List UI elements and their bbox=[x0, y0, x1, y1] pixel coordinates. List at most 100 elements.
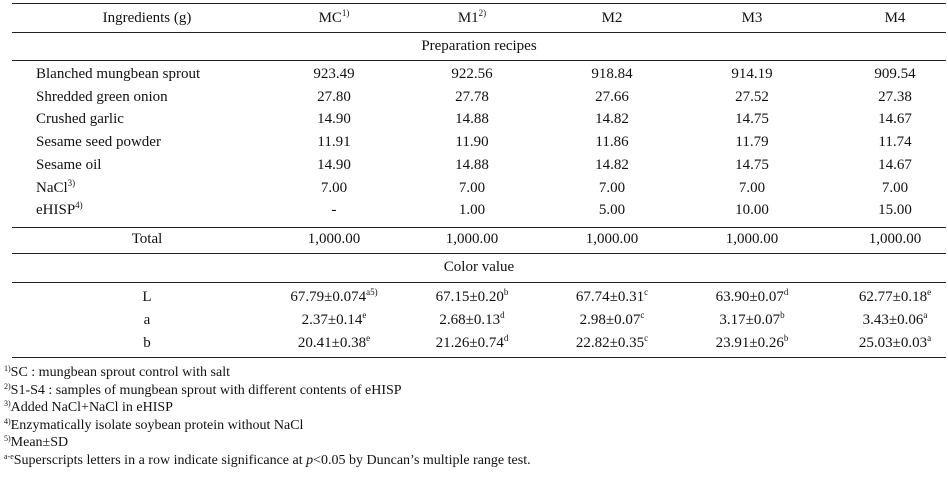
color-value: 21.26±0.74d bbox=[435, 333, 509, 352]
recipe-value: 27.80 bbox=[317, 88, 351, 105]
recipe-value: 27.66 bbox=[595, 88, 629, 105]
recipe-value: 14.88 bbox=[455, 111, 489, 128]
recipe-value: 10.00 bbox=[735, 202, 769, 219]
color-value: 2.98±0.07c bbox=[579, 310, 645, 329]
recipe-value: 5.00 bbox=[598, 202, 626, 219]
header-ingredients: Ingredients (g) bbox=[102, 10, 192, 26]
color-value: 25.03±0.03a bbox=[858, 333, 932, 352]
header-rule bbox=[12, 32, 946, 33]
bottom-rule bbox=[12, 357, 946, 358]
total-row: Total 1,000.00 1,000.00 1,000.00 1,000.0… bbox=[12, 228, 946, 250]
header-col-mc: MC1) bbox=[318, 8, 350, 27]
recipe-value: 14.90 bbox=[317, 111, 351, 128]
total-value: 1,000.00 bbox=[307, 231, 361, 247]
recipe-value: 14.82 bbox=[595, 111, 629, 128]
header-col-m2: M2 bbox=[601, 10, 623, 26]
section-color-value: Color value bbox=[443, 259, 515, 275]
ingredient-label: Crushed garlic bbox=[36, 111, 124, 128]
recipe-value: 923.49 bbox=[313, 66, 355, 82]
footnote: 5)Mean±SD bbox=[4, 434, 69, 451]
table-row: NaCl3) 7.00 7.00 7.00 7.00 7.00 bbox=[12, 177, 946, 199]
header-col-m1: M12) bbox=[457, 8, 487, 27]
recipe-value: 909.54 bbox=[874, 66, 916, 82]
recipe-value: 7.00 bbox=[458, 179, 486, 196]
total-value: 1,000.00 bbox=[868, 231, 922, 247]
color-value: 63.90±0.07d bbox=[715, 287, 789, 306]
total-value: 1,000.00 bbox=[445, 231, 499, 247]
table-row: Shredded green onion 27.80 27.78 27.66 27.52… bbox=[12, 86, 946, 108]
recipe-value: 11.74 bbox=[878, 134, 912, 151]
color-value: 23.91±0.26b bbox=[715, 333, 789, 352]
total-top-rule bbox=[12, 227, 946, 228]
recipe-value: 27.78 bbox=[455, 88, 489, 105]
footnotes: 1)SC : mungbean sprout control with salt… bbox=[4, 364, 934, 469]
table-row: L 67.79±0.074a5) 67.15±0.20b 67.74±0.31c 63.… bbox=[12, 286, 946, 308]
ingredient-label: Sesame oil bbox=[36, 156, 102, 173]
color-value: 62.77±0.18e bbox=[858, 287, 932, 306]
total-value: 1,000.00 bbox=[725, 231, 779, 247]
ingredient-label: Sesame seed powder bbox=[36, 134, 161, 151]
footnote: a-eSuperscripts letters in a row indicat… bbox=[4, 451, 531, 468]
recipe-value: 7.00 bbox=[881, 179, 909, 196]
color-top-rule bbox=[12, 253, 946, 254]
table-row: b 20.41±0.38e 21.26±0.74d 22.82±0.35c 23.91±… bbox=[12, 332, 946, 354]
color-label: a bbox=[143, 312, 151, 328]
total-label: Total bbox=[131, 231, 163, 247]
header-col-m3: M3 bbox=[741, 10, 763, 26]
recipe-value: 11.90 bbox=[455, 134, 489, 151]
footnote: 4)Enzymatically isolate soybean protein … bbox=[4, 416, 304, 433]
recipe-value: 27.38 bbox=[878, 88, 912, 105]
recipe-value: 11.91 bbox=[317, 134, 351, 151]
recipe-value: 7.00 bbox=[320, 179, 348, 196]
table-row: eHISP4) - 1.00 5.00 10.00 15.00 bbox=[12, 199, 946, 221]
recipe-value: - bbox=[331, 202, 337, 219]
recipe-value: 11.86 bbox=[595, 134, 629, 151]
table-row: Sesame seed powder 11.91 11.90 11.86 11.79 11… bbox=[12, 131, 946, 153]
footnote: 2)S1-S4 : samples of mungbean sprout wit… bbox=[4, 381, 402, 398]
footnote: 3)Added NaCl+NaCl in eHISP bbox=[4, 399, 173, 416]
recipe-value: 14.88 bbox=[455, 156, 489, 173]
recipe-value: 1.00 bbox=[458, 202, 486, 219]
recipe-value: 7.00 bbox=[738, 179, 766, 196]
section-preparation-recipes: Preparation recipes bbox=[421, 38, 537, 54]
recipe-value: 918.84 bbox=[591, 66, 633, 82]
recipe-value: 914.19 bbox=[731, 66, 773, 82]
recipe-value: 922.56 bbox=[451, 66, 493, 82]
table-row: Sesame oil 14.90 14.88 14.82 14.75 14.67 bbox=[12, 154, 946, 176]
recipes-rule bbox=[12, 60, 946, 61]
color-value: 67.79±0.074a5) bbox=[290, 287, 378, 306]
color-value: 67.74±0.31c bbox=[575, 287, 649, 306]
color-value: 3.43±0.06a bbox=[862, 310, 928, 329]
table-row: Blanched mungbean sprout 923.49 922.56 918.… bbox=[12, 63, 946, 85]
color-value: 2.68±0.13d bbox=[439, 310, 505, 329]
recipe-value: 14.90 bbox=[317, 156, 351, 173]
color-label: b bbox=[143, 335, 151, 351]
recipe-value: 15.00 bbox=[878, 202, 912, 219]
color-value: 22.82±0.35c bbox=[575, 333, 649, 352]
ingredient-label: NaCl3) bbox=[36, 177, 76, 196]
table-row: a 2.37±0.14e 2.68±0.13d 2.98±0.07c 3.17±0.07… bbox=[12, 309, 946, 331]
top-rule bbox=[12, 3, 946, 4]
ingredient-label: Shredded green onion bbox=[36, 88, 168, 105]
recipe-value: 14.67 bbox=[878, 111, 912, 128]
color-value: 67.15±0.20b bbox=[435, 287, 509, 306]
total-value: 1,000.00 bbox=[585, 231, 639, 247]
recipe-value: 14.75 bbox=[735, 111, 769, 128]
ingredient-label: Blanched mungbean sprout bbox=[36, 66, 201, 82]
color-value: 3.17±0.07b bbox=[719, 310, 785, 329]
color-value: 20.41±0.38e bbox=[297, 333, 371, 352]
color-rule bbox=[12, 282, 946, 283]
ingredient-label: eHISP4) bbox=[36, 200, 83, 219]
recipe-value: 27.52 bbox=[735, 88, 769, 105]
recipe-value: 14.67 bbox=[878, 156, 912, 173]
color-label: L bbox=[142, 289, 152, 305]
recipe-value: 7.00 bbox=[598, 179, 626, 196]
color-value: 2.37±0.14e bbox=[301, 310, 367, 329]
recipe-value: 11.79 bbox=[735, 134, 769, 151]
recipe-value: 14.75 bbox=[735, 156, 769, 173]
recipe-value: 14.82 bbox=[595, 156, 629, 173]
footnote: 1)SC : mungbean sprout control with salt bbox=[4, 364, 230, 381]
header-col-m4: M4 bbox=[884, 10, 906, 26]
table-header-row: Ingredients (g) MC1) M12) M2 M3 M4 bbox=[12, 7, 946, 29]
table-row: Crushed garlic 14.90 14.88 14.82 14.75 14.67 bbox=[12, 108, 946, 130]
